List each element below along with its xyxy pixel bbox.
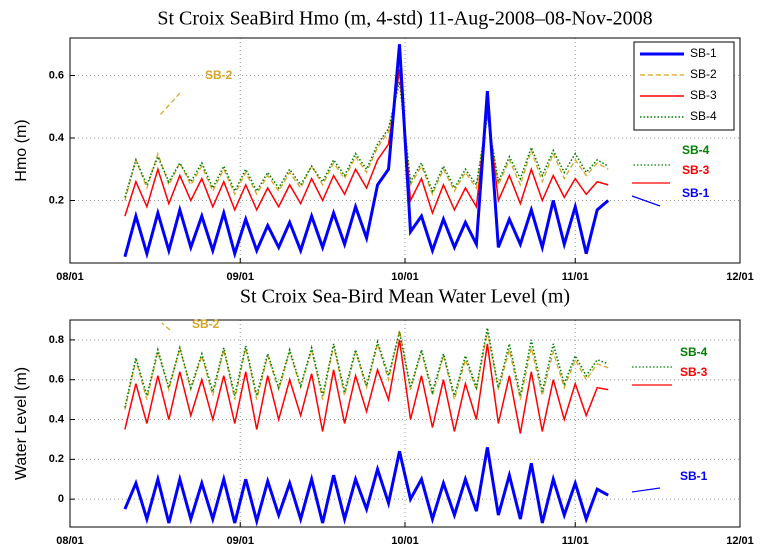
y-tick-label: 0.6 (49, 374, 64, 386)
y-tick-label: 0.4 (49, 132, 65, 144)
annotation-line (631, 487, 661, 493)
annotation: SB-4 (680, 345, 708, 359)
y-tick-label: 0.6 (49, 69, 64, 81)
x-tick-label: 10/01 (391, 535, 419, 547)
legend-label: SB-2 (690, 67, 717, 81)
plot-area (70, 320, 740, 527)
x-tick-label: 11/01 (562, 535, 589, 547)
x-tick-label: 12/01 (726, 535, 754, 547)
y-tick-label: 0.4 (49, 413, 65, 425)
annotation: SB-3 (680, 365, 708, 379)
annotation: SB-1 (682, 186, 710, 200)
series-line (124, 329, 609, 410)
legend-label: SB-1 (690, 46, 717, 60)
series-line (123, 447, 609, 527)
axes-frame (69, 37, 741, 264)
annotation-line (631, 195, 661, 207)
chart-title: St Croix Sea-Bird Mean Water Level (m) (240, 286, 570, 308)
chart-title: St Croix SeaBird Hmo (m, 4-std) 11-Aug-2… (157, 8, 652, 30)
x-tick-label: 11/01 (562, 271, 589, 283)
y-tick-label: 0.2 (49, 194, 64, 206)
annotation-line (159, 92, 181, 116)
annotation: SB-4 (682, 143, 710, 157)
series-line (124, 75, 609, 201)
y-tick-label: 0.2 (49, 453, 64, 465)
y-axis-label: Hmo (m) (13, 119, 30, 181)
annotation: SB-1 (680, 469, 708, 483)
annotation: SB-3 (682, 163, 710, 177)
legend-box (633, 41, 735, 131)
axes-frame (69, 319, 741, 528)
annotation-line (161, 322, 171, 331)
x-tick-label: 10/01 (391, 271, 419, 283)
series-line (124, 327, 609, 408)
annotation: SB-2 (192, 317, 220, 331)
x-tick-label: 08/01 (56, 535, 84, 547)
x-tick-label: 12/01 (726, 271, 754, 283)
y-tick-label: 0 (58, 493, 64, 505)
y-axis-label: Water Level (m) (13, 367, 30, 480)
legend-label: SB-4 (690, 109, 717, 123)
y-tick-label: 0.8 (49, 334, 64, 346)
series-line (124, 339, 609, 434)
x-tick-label: 08/01 (56, 271, 84, 283)
annotation: SB-2 (205, 68, 233, 82)
legend-label: SB-3 (690, 88, 717, 102)
series-line (123, 44, 610, 260)
series-line (124, 69, 609, 217)
x-tick-label: 09/01 (226, 535, 254, 547)
x-tick-label: 09/01 (226, 271, 254, 283)
